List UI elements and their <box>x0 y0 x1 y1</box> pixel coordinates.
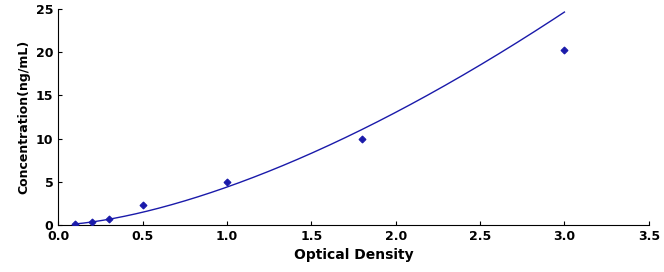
X-axis label: Optical Density: Optical Density <box>293 248 414 262</box>
Y-axis label: Concentration(ng/mL): Concentration(ng/mL) <box>17 40 31 194</box>
